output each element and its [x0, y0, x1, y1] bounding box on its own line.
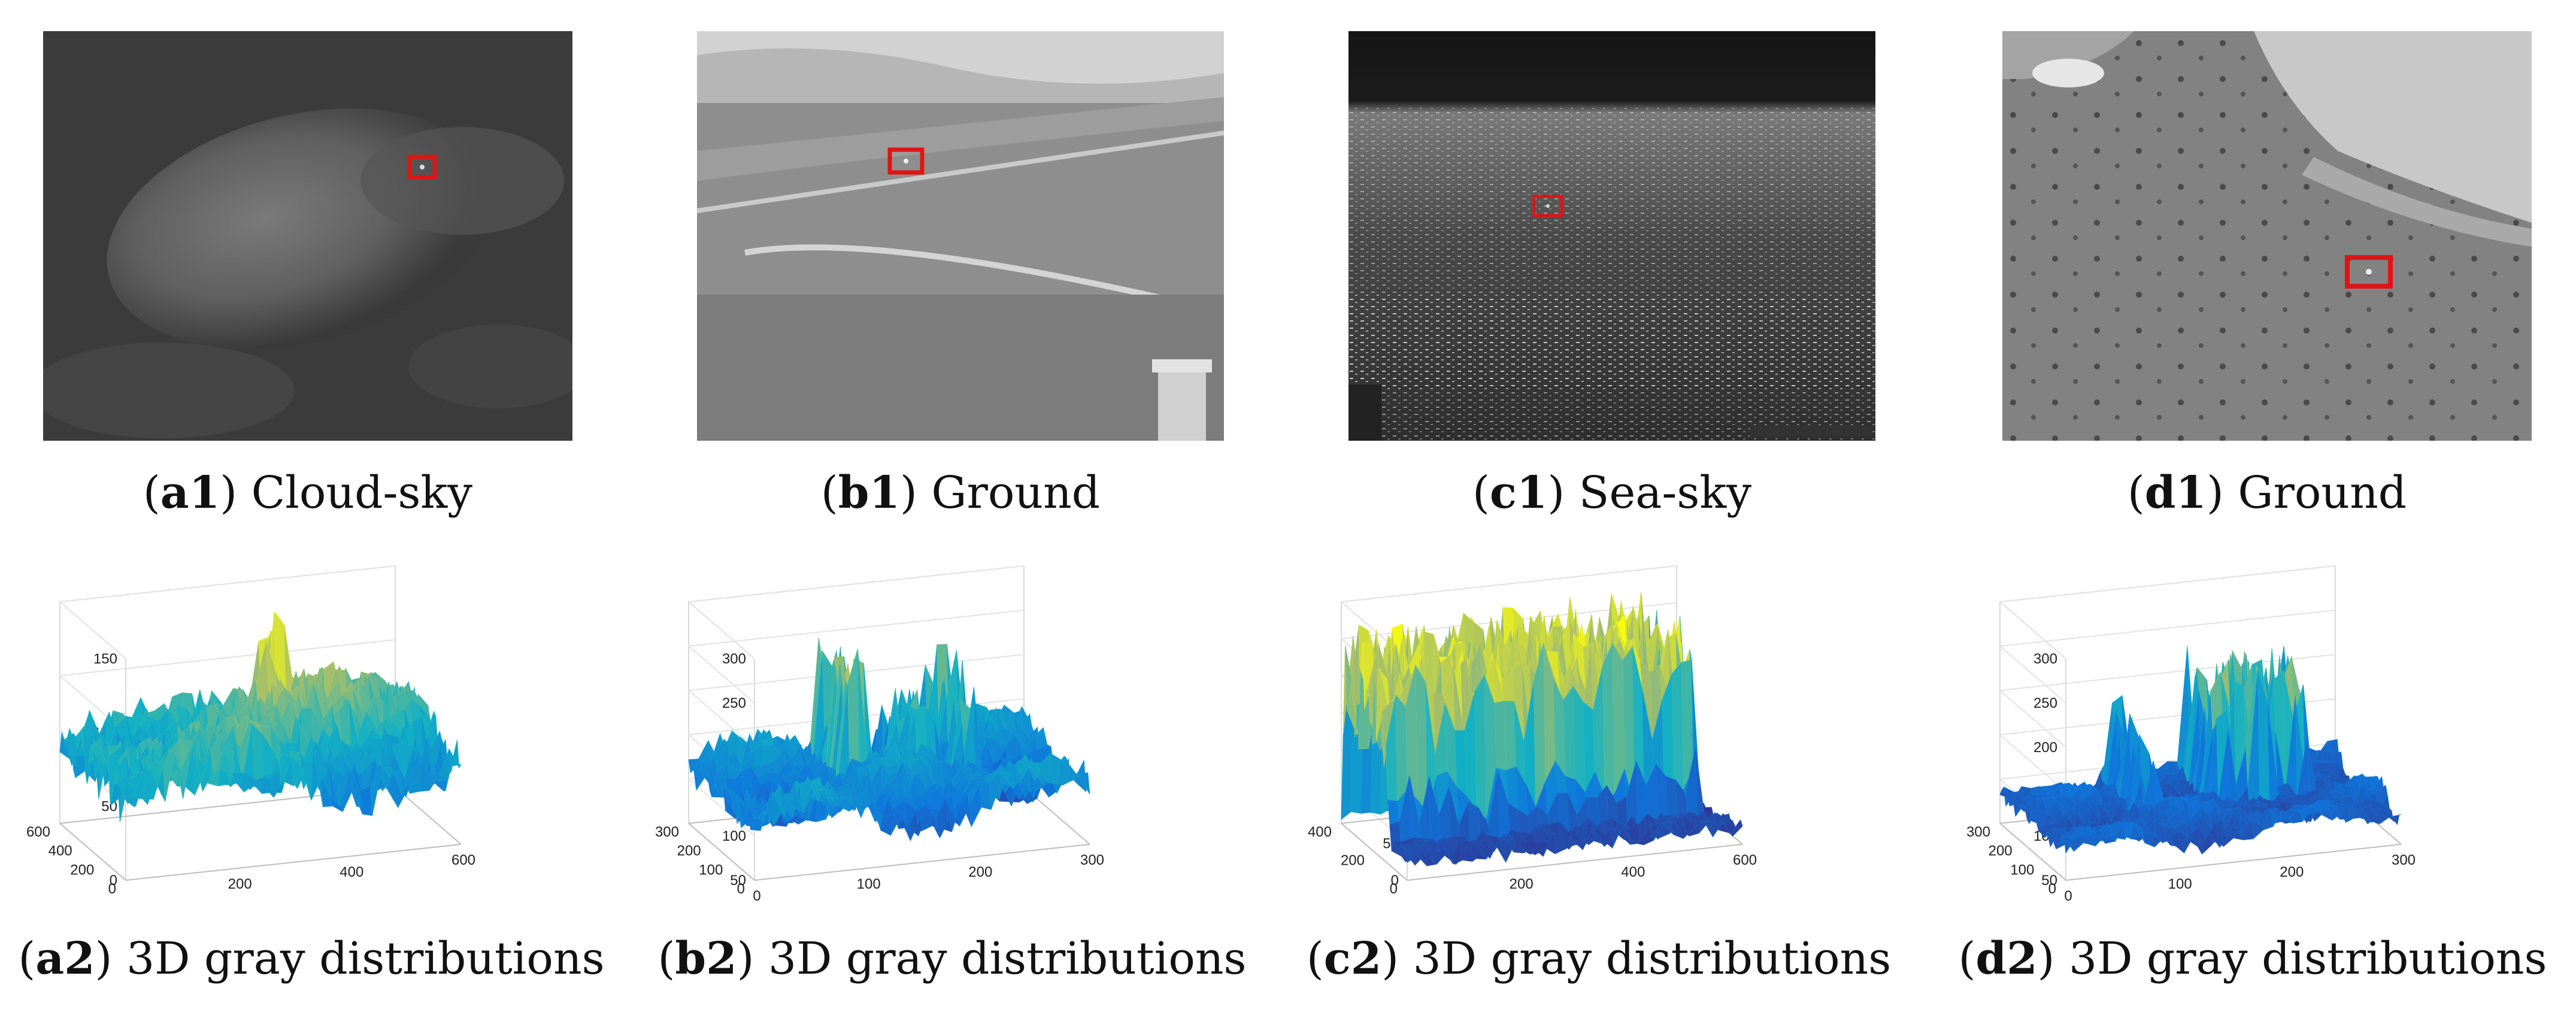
z-tick-label: 300 — [2033, 651, 2057, 667]
z-tick-label: 50 — [730, 872, 746, 889]
z-tick-label: 250 — [2033, 695, 2057, 711]
z-tick-label: 300 — [722, 651, 746, 667]
x-tick-label: 0 — [2064, 888, 2072, 904]
y-tick-label: 300 — [655, 824, 679, 840]
caption-c1: (c1) Sea-sky — [1472, 467, 1752, 519]
surface-plot-b2: 3002502001501005030020010000100200300 — [655, 565, 1228, 922]
y-tick-label: 0 — [1390, 881, 1398, 897]
z-tick-label: 100 — [722, 828, 746, 844]
y-tick-label: 200 — [1989, 843, 2013, 859]
y-tick-label: 0 — [2048, 881, 2056, 897]
caption-d1: (d1) Ground — [2127, 467, 2407, 519]
z-tick-label: 250 — [722, 695, 746, 711]
image-c1-sea-sky — [1348, 31, 1875, 441]
y-tick-label: 0 — [108, 881, 116, 897]
z-tick-label: 0 — [110, 872, 117, 889]
x-tick-label: 600 — [1733, 852, 1757, 868]
x-tick-label: 200 — [2280, 864, 2304, 880]
y-tick-label: 0 — [737, 881, 745, 897]
surface-mesh — [688, 638, 1090, 842]
x-tick-label: 300 — [1080, 852, 1104, 868]
target-box — [887, 147, 925, 175]
x-tick-label: 100 — [857, 876, 881, 892]
caption-a2: (a2) 3D gray distributions — [18, 933, 605, 984]
caption-b2: (b2) 3D gray distributions — [657, 933, 1247, 984]
caption-a1: (a1) Cloud-sky — [143, 467, 473, 519]
y-tick-label: 100 — [699, 862, 723, 878]
z-tick-label: 200 — [2033, 740, 2057, 756]
y-tick-label: 400 — [49, 843, 72, 859]
target-box — [2345, 255, 2393, 289]
surface-plot-d2: 3002502001501005030020010000100200300 — [1966, 565, 2539, 922]
surface-mesh — [1999, 646, 2402, 855]
y-tick-label: 200 — [677, 843, 701, 859]
x-tick-label: 100 — [2168, 876, 2192, 892]
surface-mesh — [59, 611, 462, 822]
x-tick-label: 600 — [451, 852, 475, 868]
x-tick-label: 200 — [968, 864, 992, 880]
target-box — [1532, 195, 1563, 217]
image-a1-cloud-sky — [43, 31, 572, 441]
z-tick-label: 50 — [2041, 872, 2057, 889]
y-tick-label: 400 — [1308, 824, 1332, 840]
x-tick-label: 300 — [2392, 852, 2416, 868]
target-box — [407, 154, 437, 180]
y-tick-label: 200 — [1341, 853, 1365, 869]
caption-d2: (d2) 3D gray distributions — [1958, 933, 2547, 984]
x-tick-label: 0 — [753, 888, 760, 904]
y-tick-label: 600 — [26, 824, 50, 840]
x-tick-label: 200 — [1510, 876, 1534, 892]
z-tick-label: 0 — [1391, 872, 1399, 889]
image-d1-ground — [2002, 31, 2532, 441]
caption-c2: (c2) 3D gray distributions — [1306, 933, 1892, 984]
z-tick-label: 150 — [93, 651, 117, 667]
image-b1-ground — [697, 31, 1224, 441]
x-tick-label: 200 — [228, 876, 252, 892]
caption-b1: (b1) Ground — [820, 467, 1101, 519]
y-tick-label: 100 — [2010, 862, 2034, 878]
surface-plot-a2: 1501005006004002000200400600 — [26, 565, 599, 922]
x-tick-label: 400 — [340, 864, 363, 880]
surface-mesh — [1341, 592, 1743, 867]
y-tick-label: 200 — [70, 862, 94, 878]
surface-plot-c2: 3002502001501005004002000200400600 — [1308, 565, 1880, 922]
x-tick-label: 400 — [1621, 864, 1645, 880]
y-tick-label: 300 — [1966, 824, 1990, 840]
